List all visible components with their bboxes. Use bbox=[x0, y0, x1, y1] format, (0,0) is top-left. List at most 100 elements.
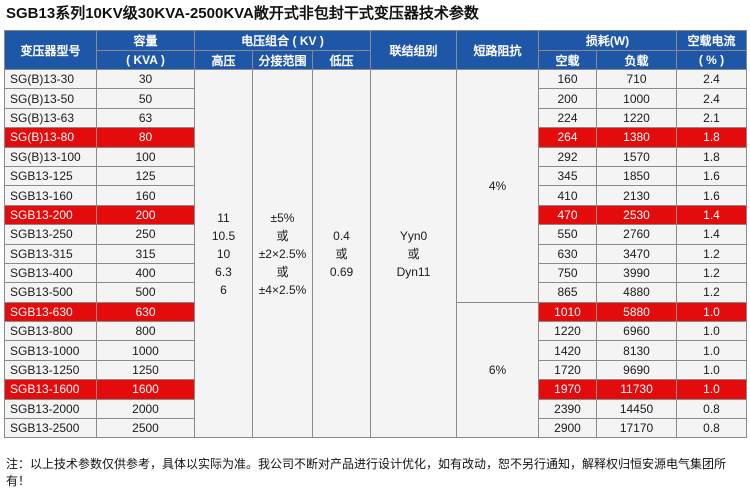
cell-current: 1.4 bbox=[676, 204, 748, 226]
cell-capacity: 50 bbox=[96, 88, 195, 109]
cell-capacity: 63 bbox=[96, 107, 195, 129]
cell-no_load: 470 bbox=[538, 204, 597, 226]
impedance-large: 6% bbox=[456, 301, 539, 439]
cell-current: 2.1 bbox=[676, 107, 748, 129]
cell-current: 1.6 bbox=[676, 165, 748, 187]
cell-load: 1000 bbox=[595, 88, 678, 109]
cell-model: SGB13-800 bbox=[4, 321, 97, 342]
cell-current: 1.8 bbox=[676, 127, 748, 148]
merged-low-voltage: 0.4 或 0.69 bbox=[312, 68, 371, 439]
cell-load: 14450 bbox=[595, 398, 678, 420]
merged-high-voltage: 11 10.5 10 6.3 6 bbox=[194, 68, 253, 439]
header-impedance: 短路阻抗 bbox=[456, 30, 539, 70]
table-row: SGB13-160 160 410 2130 1.6 bbox=[4, 185, 748, 206]
table-row: SGB13-125 125 345 1850 1.6 bbox=[4, 165, 748, 187]
cell-capacity: 630 bbox=[96, 301, 195, 323]
cell-model: SGB13-250 bbox=[4, 224, 97, 245]
header-tap-range: 分接范围 bbox=[252, 50, 313, 70]
cell-no_load: 410 bbox=[538, 185, 597, 206]
header-no-load-current: 空载电流 bbox=[676, 30, 748, 51]
cell-model: SGB13-315 bbox=[4, 243, 97, 264]
cell-model: SG(B)13-63 bbox=[4, 107, 97, 129]
cell-load: 8130 bbox=[595, 340, 678, 361]
header-capacity-unit: ( KVA ) bbox=[96, 50, 195, 70]
cell-current: 2.4 bbox=[676, 68, 748, 90]
cell-load: 1220 bbox=[595, 107, 678, 129]
cell-no_load: 1420 bbox=[538, 340, 597, 361]
cell-model: SGB13-630 bbox=[4, 301, 97, 323]
cell-load: 11730 bbox=[595, 379, 678, 400]
merged-high-voltage-line: 6 bbox=[220, 282, 227, 297]
table-row: SGB13-1250 1250 1720 9690 1.0 bbox=[4, 359, 748, 381]
cell-capacity: 100 bbox=[96, 146, 195, 167]
table-row: SGB13-630 630 6% 1010 5880 1.0 bbox=[4, 301, 748, 439]
table-row: SGB13-1600 1600 1970 11730 1.0 bbox=[4, 379, 748, 400]
cell-no_load: 160 bbox=[538, 68, 597, 90]
cell-load: 1570 bbox=[595, 146, 678, 167]
cell-load: 2530 bbox=[595, 204, 678, 226]
cell-model: SG(B)13-50 bbox=[4, 88, 97, 109]
cell-no_load: 2900 bbox=[538, 418, 597, 439]
cell-model: SGB13-160 bbox=[4, 185, 97, 206]
header-high-voltage: 高压 bbox=[194, 50, 253, 70]
page-title: SGB13系列10KV级30KVA-2500KVA敞开式非包封干式变压器技术参数 bbox=[6, 5, 479, 22]
cell-no_load: 1720 bbox=[538, 359, 597, 381]
table-row: SG(B)13-30 30 11 10.5 10 6.3 6 ±5% 或 ±2×2.5% 或 ±4×2… bbox=[4, 68, 748, 439]
cell-no_load: 224 bbox=[538, 107, 597, 129]
cell-no_load: 1010 bbox=[538, 301, 597, 323]
cell-current: 0.8 bbox=[676, 398, 748, 420]
cell-no_load: 750 bbox=[538, 262, 597, 284]
cell-current: 1.2 bbox=[676, 243, 748, 264]
cell-model: SGB13-2000 bbox=[4, 398, 97, 420]
cell-model: SGB13-1000 bbox=[4, 340, 97, 361]
cell-capacity: 1000 bbox=[96, 340, 195, 361]
cell-no_load: 200 bbox=[538, 88, 597, 109]
header-capacity: 容量 bbox=[96, 30, 195, 51]
cell-model: SGB13-200 bbox=[4, 204, 97, 226]
merged-tap-range-line: ±2×2.5% bbox=[258, 246, 307, 261]
cell-load: 6960 bbox=[595, 321, 678, 342]
table-row: SGB13-200 200 470 2530 1.4 bbox=[4, 204, 748, 226]
table-row: SGB13-250 250 550 2760 1.4 bbox=[4, 224, 748, 245]
cell-load: 9690 bbox=[595, 359, 678, 381]
cell-capacity: 200 bbox=[96, 204, 195, 226]
cell-capacity: 800 bbox=[96, 321, 195, 342]
cell-no_load: 2390 bbox=[538, 398, 597, 420]
cell-current: 1.6 bbox=[676, 185, 748, 206]
header-load-loss: 负载 bbox=[595, 50, 678, 70]
merged-low-voltage-line: 0.4 bbox=[333, 228, 350, 243]
spec-table-body: SG(B)13-30 30 11 10.5 10 6.3 6 ±5% 或 ±2×2.5% 或 ±4×2… bbox=[4, 68, 748, 439]
cell-no_load: 865 bbox=[538, 282, 597, 303]
cell-capacity: 80 bbox=[96, 127, 195, 148]
table-row: SGB13-500 500 865 4880 1.2 bbox=[4, 282, 748, 303]
spec-table: 变压器型号 容量 电压组合 ( KV ) 联结组别 短路阻抗 损耗(W) 空载电… bbox=[4, 30, 748, 439]
table-row: SG(B)13-100 100 292 1570 1.8 bbox=[4, 146, 748, 167]
cell-capacity: 125 bbox=[96, 165, 195, 187]
cell-model: SG(B)13-80 bbox=[4, 127, 97, 148]
cell-load: 1850 bbox=[595, 165, 678, 187]
cell-current: 1.4 bbox=[676, 224, 748, 245]
cell-current: 1.0 bbox=[676, 321, 748, 342]
cell-capacity: 30 bbox=[96, 68, 195, 90]
cell-capacity: 1600 bbox=[96, 379, 195, 400]
header-current-unit: ( % ) bbox=[676, 50, 748, 70]
merged-connection-group-line: Yyn0 bbox=[399, 228, 428, 243]
cell-capacity: 400 bbox=[96, 262, 195, 284]
merged-high-voltage-line: 10.5 bbox=[211, 228, 236, 243]
table-row: SGB13-315 315 630 3470 1.2 bbox=[4, 243, 748, 264]
cell-model: SG(B)13-30 bbox=[4, 68, 97, 90]
merged-tap-range-line: ±4×2.5% bbox=[258, 282, 307, 297]
merged-high-voltage-line: 11 bbox=[217, 210, 230, 225]
header-model: 变压器型号 bbox=[4, 30, 97, 70]
cell-load: 3990 bbox=[595, 262, 678, 284]
cell-model: SG(B)13-100 bbox=[4, 146, 97, 167]
cell-load: 4880 bbox=[595, 282, 678, 303]
header-low-voltage: 低压 bbox=[312, 50, 371, 70]
header-no-load-loss: 空载 bbox=[538, 50, 597, 70]
cell-current: 1.2 bbox=[676, 282, 748, 303]
table-row: SGB13-2000 2000 2390 14450 0.8 bbox=[4, 398, 748, 420]
table-row: SG(B)13-80 80 264 1380 1.8 bbox=[4, 127, 748, 148]
table-row: SGB13-1000 1000 1420 8130 1.0 bbox=[4, 340, 748, 361]
merged-high-voltage-line: 10 bbox=[216, 246, 231, 261]
cell-load: 17170 bbox=[595, 418, 678, 439]
